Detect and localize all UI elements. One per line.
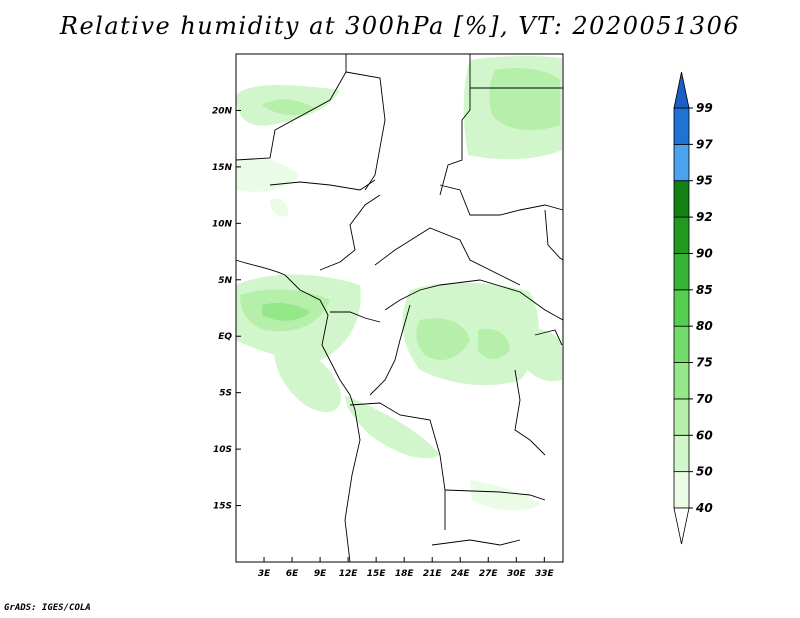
lat-tick-label: EQ xyxy=(218,332,232,342)
colorbar-top-arrow xyxy=(673,71,690,109)
lon-tick-label: 33E xyxy=(535,569,555,579)
colorbar-label: 99 xyxy=(696,101,713,115)
lat-tick-label: 15N xyxy=(212,163,233,173)
colorbar-label: 80 xyxy=(696,319,713,333)
colorbar-swatch xyxy=(673,398,690,436)
colorbar-label: 50 xyxy=(696,465,713,479)
map-frame xyxy=(235,53,564,563)
colorbar-swatch xyxy=(673,289,690,327)
lat-tick-label: 15S xyxy=(213,502,232,512)
colorbar-swatch xyxy=(673,434,690,473)
lon-tick-label: 27E xyxy=(479,569,499,579)
lon-tick-label: 6E xyxy=(286,569,299,579)
colorbar-label: 97 xyxy=(696,137,713,151)
colorbar-label: 92 xyxy=(696,210,713,224)
colorbar-swatch xyxy=(673,216,690,254)
lon-tick-label: 24E xyxy=(451,569,471,579)
colorbar-label: 60 xyxy=(696,428,713,442)
colorbar-label: 95 xyxy=(696,174,713,188)
lat-tick-label: 20N xyxy=(212,106,233,116)
lat-tick-label: 5S xyxy=(219,389,232,399)
colorbar-swatch xyxy=(673,325,690,363)
colorbar-swatch xyxy=(673,362,690,400)
colorbar-swatch xyxy=(673,253,690,291)
lon-tick-label: 3E xyxy=(258,569,271,579)
lon-tick-label: 9E xyxy=(314,569,327,579)
humidity-field xyxy=(236,55,562,511)
colorbar-bottom-arrow xyxy=(673,507,690,545)
colorbar-label: 40 xyxy=(695,501,713,515)
colorbar-swatch xyxy=(673,143,690,182)
colorbar-swatch xyxy=(673,471,690,509)
colorbar-label: 70 xyxy=(696,392,713,406)
lat-tick-label: 5N xyxy=(218,276,232,286)
lon-tick-label: 30E xyxy=(507,569,527,579)
lon-tick-label: 21E xyxy=(423,569,443,579)
lat-tick-label: 10S xyxy=(213,445,232,455)
lon-axis: 3E 6E 9E 12E 15E 18E 21E 24E 27E 30E 33E xyxy=(258,557,555,579)
colorbar-swatch xyxy=(673,180,690,218)
colorbar: 40 50 60 70 75 80 85 90 92 95 97 99 xyxy=(673,71,713,545)
lon-tick-label: 12E xyxy=(339,569,359,579)
lon-tick-label: 15E xyxy=(367,569,387,579)
credit-text: GrADS: IGES/COLA xyxy=(4,603,91,613)
lat-axis: 20N 15N 10N 5N EQ 5S 10S 15S xyxy=(212,106,241,512)
country-borders xyxy=(235,54,564,563)
lat-tick-label: 10N xyxy=(212,219,233,229)
colorbar-swatch xyxy=(673,107,690,145)
lon-tick-label: 18E xyxy=(395,569,415,579)
colorbar-label: 90 xyxy=(696,246,713,260)
colorbar-label: 75 xyxy=(696,356,713,370)
chart-title: Relative humidity at 300hPa [%], VT: 202… xyxy=(59,12,741,40)
colorbar-label: 85 xyxy=(696,283,713,297)
